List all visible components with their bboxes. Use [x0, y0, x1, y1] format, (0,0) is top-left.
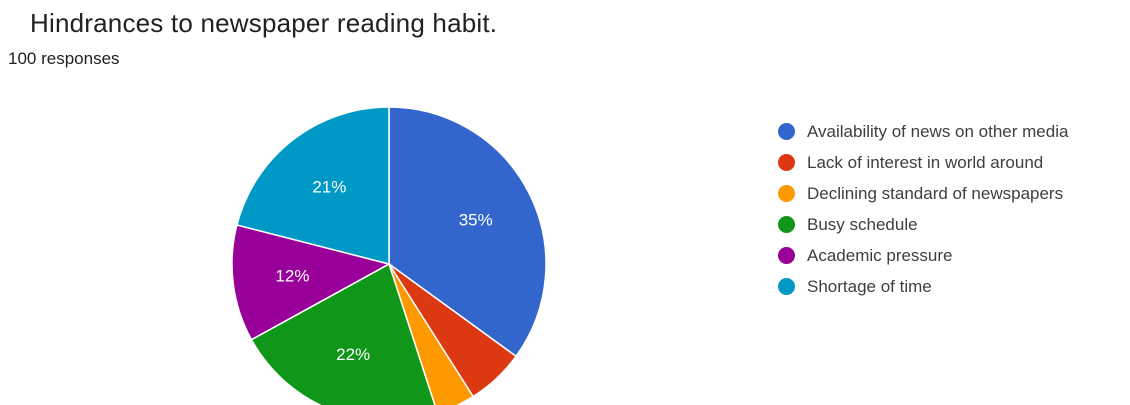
- legend-item-shortage-of-time[interactable]: Shortage of time: [778, 271, 1068, 302]
- slice-label-availability-of-news-on-other-media: 35%: [459, 210, 493, 229]
- legend-item-declining-standard-of-newspapers[interactable]: Declining standard of newspapers: [778, 178, 1068, 209]
- legend-swatch-icon: [778, 185, 795, 202]
- legend-swatch-icon: [778, 123, 795, 140]
- legend-label: Shortage of time: [807, 276, 932, 296]
- slice-label-academic-pressure: 12%: [275, 267, 309, 286]
- slice-label-shortage-of-time: 21%: [312, 178, 346, 197]
- legend-swatch-icon: [778, 278, 795, 295]
- pie-slice-declining-standard-of-newspapers[interactable]: [388, 263, 475, 405]
- legend-item-lack-of-interest-in-world-around[interactable]: Lack of interest in world around: [778, 147, 1068, 178]
- legend-item-academic-pressure[interactable]: Academic pressure: [778, 240, 1068, 271]
- pie-slice-labels: 35% 22% 12% 21%: [275, 178, 492, 364]
- chart-title: Hindrances to newspaper reading habit.: [30, 8, 498, 38]
- pie-slice-academic-pressure[interactable]: [231, 224, 392, 341]
- legend-label: Lack of interest in world around: [807, 152, 1044, 172]
- legend-item-availability-of-news-on-other-media[interactable]: Availability of news on other media: [778, 116, 1068, 147]
- legend-label: Declining standard of newspapers: [807, 183, 1064, 203]
- response-count: 100 responses: [8, 49, 120, 68]
- pie-slice-availability-of-news-on-other-media[interactable]: [388, 106, 547, 358]
- pie-slices: [231, 106, 547, 405]
- slice-label-busy-schedule: 22%: [336, 345, 370, 364]
- legend-label: Availability of news on other media: [807, 121, 1069, 141]
- legend-swatch-icon: [778, 154, 795, 171]
- legend-swatch-icon: [778, 247, 795, 264]
- pie-slice-shortage-of-time[interactable]: [236, 106, 390, 265]
- legend-item-busy-schedule[interactable]: Busy schedule: [778, 209, 1068, 240]
- legend-label: Busy schedule: [807, 214, 918, 234]
- pie-slice-busy-schedule[interactable]: [250, 262, 437, 405]
- legend-swatch-icon: [778, 216, 795, 233]
- legend-label: Academic pressure: [807, 245, 953, 265]
- chart-legend: Availability of news on other media Lack …: [778, 116, 1068, 302]
